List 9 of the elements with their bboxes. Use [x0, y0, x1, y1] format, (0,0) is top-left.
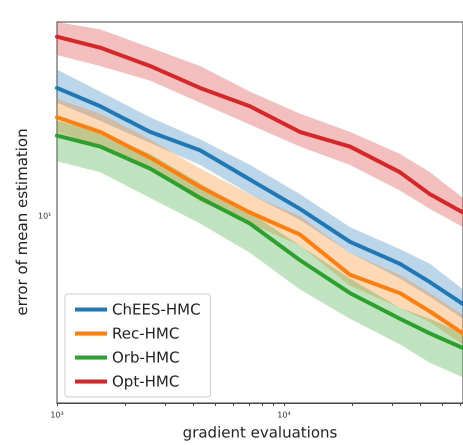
legend-label: Opt-HMC: [112, 372, 180, 390]
legend-label: Rec-HMC: [112, 324, 180, 342]
x-tick-label: 10⁴: [277, 410, 291, 420]
legend-label: ChEES-HMC: [112, 300, 201, 318]
legend-label: Orb-HMC: [112, 348, 180, 366]
text: 10¹: [38, 212, 52, 220]
y-axis-title: error of mean estimation: [13, 128, 31, 316]
x-tick-label: 10³: [50, 410, 64, 420]
x-axis-title: gradient evaluations: [182, 424, 338, 442]
